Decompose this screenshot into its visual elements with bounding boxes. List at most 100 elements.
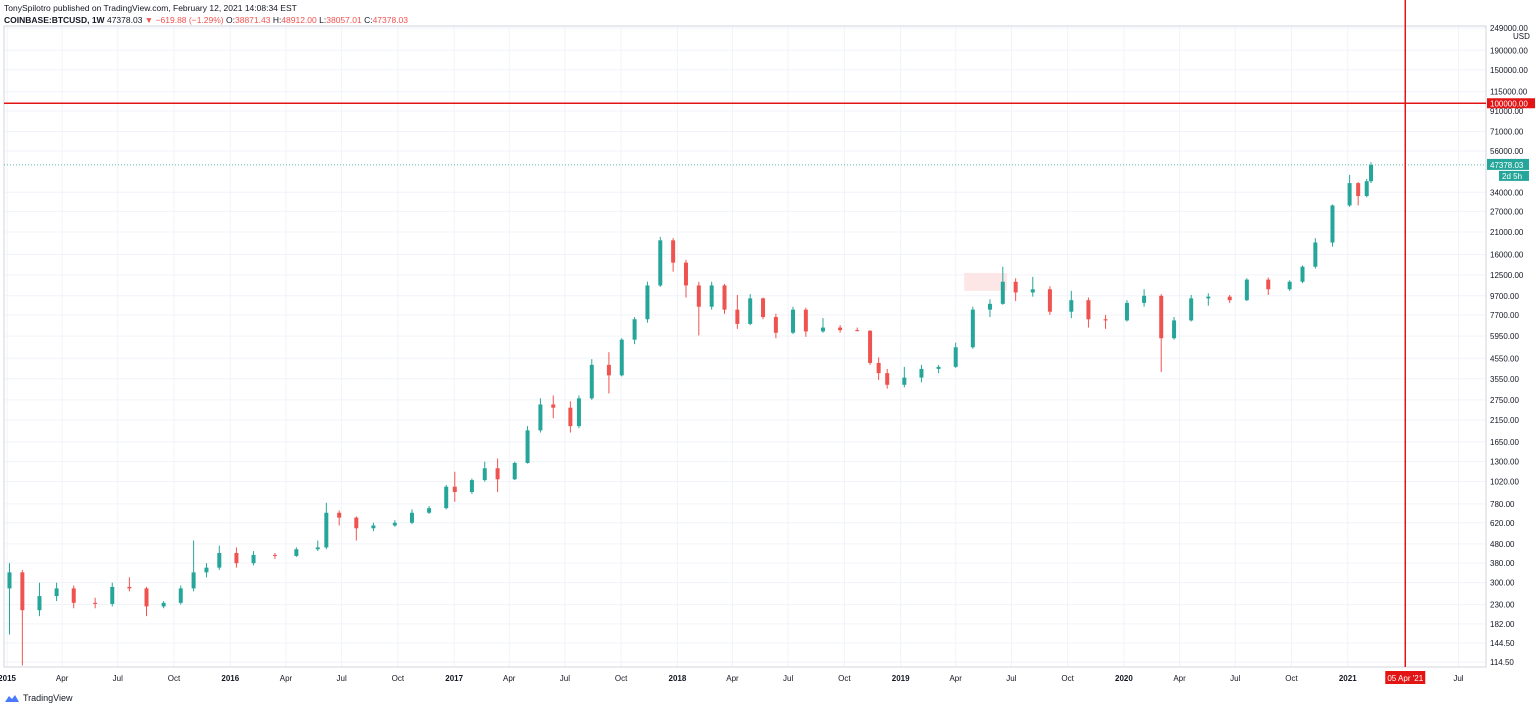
- last-price-value: 47378.03: [106, 15, 143, 25]
- candle-up[interactable]: [619, 339, 624, 376]
- candle-down[interactable]: [1013, 281, 1018, 293]
- candle-up[interactable]: [645, 285, 650, 320]
- candle-down[interactable]: [495, 468, 500, 480]
- candle-up[interactable]: [1000, 281, 1005, 304]
- candle-down[interactable]: [803, 309, 808, 332]
- candle-up[interactable]: [178, 588, 183, 603]
- candle-up[interactable]: [1313, 242, 1318, 267]
- candle-down[interactable]: [144, 588, 149, 607]
- candle-up[interactable]: [1364, 181, 1369, 197]
- candle-up[interactable]: [37, 596, 42, 611]
- candle-up[interactable]: [1369, 164, 1374, 182]
- candle-down[interactable]: [683, 262, 688, 286]
- candle-up[interactable]: [1287, 281, 1292, 290]
- candle-down[interactable]: [838, 327, 843, 331]
- y-tick-label: 115000.00: [1490, 88, 1528, 97]
- candle-down[interactable]: [127, 586, 132, 589]
- candle-down[interactable]: [272, 554, 277, 556]
- candle-up[interactable]: [315, 547, 320, 550]
- candle-up[interactable]: [7, 572, 12, 589]
- candle-up[interactable]: [970, 309, 975, 348]
- tradingview-logo[interactable]: TradingView: [4, 693, 73, 703]
- candle-up[interactable]: [936, 366, 941, 369]
- candle-down[interactable]: [1227, 296, 1232, 301]
- candle-up[interactable]: [392, 522, 397, 526]
- candle-up[interactable]: [1124, 302, 1129, 321]
- candle-down[interactable]: [885, 373, 890, 385]
- candle-down[interactable]: [354, 517, 359, 529]
- candle-up[interactable]: [1206, 296, 1211, 299]
- candle-down[interactable]: [452, 486, 457, 493]
- candle-up[interactable]: [54, 588, 59, 597]
- candle-up[interactable]: [294, 549, 299, 556]
- candle-up[interactable]: [1347, 183, 1352, 206]
- x-tick-label: Apr: [56, 674, 69, 683]
- candle-up[interactable]: [589, 364, 594, 399]
- candle-down[interactable]: [1103, 319, 1108, 321]
- candle-down[interactable]: [606, 364, 611, 376]
- target-price-tag: [1487, 98, 1535, 109]
- candle-down[interactable]: [337, 512, 342, 518]
- candle-up[interactable]: [953, 347, 958, 367]
- candle-up[interactable]: [217, 552, 222, 568]
- candle-up[interactable]: [1300, 266, 1305, 282]
- candle-up[interactable]: [1142, 295, 1147, 303]
- candle-up[interactable]: [820, 327, 825, 332]
- candle-up[interactable]: [512, 462, 517, 480]
- x-tick-label: Jul: [1453, 674, 1463, 683]
- candle-down[interactable]: [1356, 183, 1361, 197]
- candle-up[interactable]: [987, 303, 992, 310]
- candle-down[interactable]: [671, 240, 676, 263]
- candle-up[interactable]: [409, 512, 414, 523]
- candle-up[interactable]: [709, 285, 714, 307]
- candle-down[interactable]: [1266, 279, 1271, 290]
- candle-up[interactable]: [191, 572, 196, 589]
- candle-down[interactable]: [93, 602, 98, 604]
- candle-up[interactable]: [110, 586, 115, 604]
- x-tick-label: Jul: [113, 674, 123, 683]
- candle-up[interactable]: [791, 309, 796, 333]
- open-value: 38871.43: [234, 15, 271, 25]
- candle-up[interactable]: [538, 404, 543, 431]
- candle-down[interactable]: [1047, 289, 1052, 312]
- candle-down[interactable]: [551, 404, 556, 408]
- candle-down[interactable]: [773, 317, 778, 333]
- candle-up[interactable]: [427, 508, 432, 513]
- candle-up[interactable]: [161, 602, 166, 607]
- candle-down[interactable]: [855, 330, 860, 332]
- candle-up[interactable]: [902, 377, 907, 385]
- candle-down[interactable]: [20, 572, 25, 611]
- candle-down[interactable]: [761, 298, 766, 318]
- candle-up[interactable]: [632, 319, 637, 340]
- candle-up[interactable]: [919, 368, 924, 378]
- candle-down[interactable]: [1159, 295, 1164, 339]
- candle-up[interactable]: [1244, 279, 1249, 301]
- candle-up[interactable]: [204, 567, 209, 573]
- candle-down[interactable]: [568, 407, 573, 427]
- candle-up[interactable]: [469, 480, 474, 493]
- candle-up[interactable]: [1172, 320, 1177, 339]
- candle-down[interactable]: [234, 552, 239, 564]
- candle-up[interactable]: [1330, 205, 1335, 243]
- candle-up[interactable]: [444, 486, 449, 509]
- candle-down[interactable]: [722, 285, 727, 310]
- candle-down[interactable]: [71, 588, 76, 603]
- candle-up[interactable]: [324, 512, 329, 548]
- candle-up[interactable]: [1030, 289, 1035, 293]
- candle-up[interactable]: [658, 240, 663, 286]
- symbol-label[interactable]: COINBASE:BTCUSD, 1W: [4, 15, 105, 25]
- candle-up[interactable]: [1189, 298, 1194, 321]
- candle-up[interactable]: [748, 298, 753, 324]
- candle-down[interactable]: [735, 309, 740, 324]
- candle-up[interactable]: [482, 468, 487, 481]
- candle-up[interactable]: [371, 525, 376, 529]
- price-chart[interactable]: 249000.00 190000.00 150000.00 115000.00 9100…: [0, 0, 1536, 690]
- candle-down[interactable]: [876, 362, 881, 374]
- candle-up[interactable]: [251, 554, 256, 564]
- candle-down[interactable]: [868, 330, 873, 363]
- candle-up[interactable]: [525, 430, 530, 463]
- candle-down[interactable]: [1086, 300, 1091, 320]
- candle-up[interactable]: [576, 398, 581, 427]
- candle-up[interactable]: [1069, 300, 1074, 312]
- candle-down[interactable]: [696, 285, 701, 307]
